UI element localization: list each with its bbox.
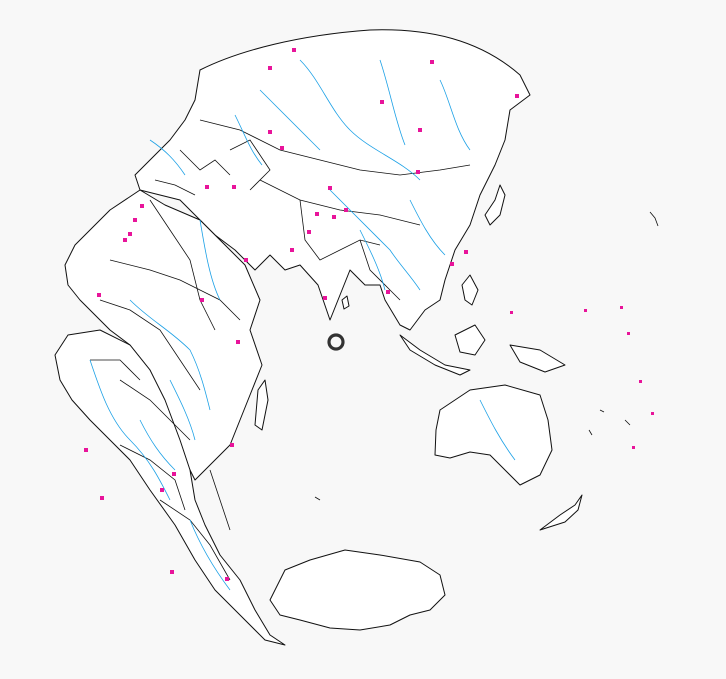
south-america-coastline — [54, 329, 286, 646]
populated-places — [84, 48, 654, 581]
madagascar-coastline — [254, 379, 269, 431]
country-borders — [90, 119, 471, 581]
rivers — [89, 59, 516, 591]
philippines-coastline — [461, 274, 479, 306]
new-guinea-coastline — [509, 344, 566, 373]
australia-coastline — [434, 384, 553, 486]
new-zealand-coastline — [539, 494, 583, 531]
center-marker[interactable] — [327, 333, 345, 351]
sri-lanka-coastline — [341, 295, 350, 310]
antarctica-coastline — [269, 549, 446, 631]
japan-coastline — [484, 184, 506, 226]
eurasia-coastline — [134, 29, 531, 331]
eurasia-africa-landmass — [54, 29, 583, 646]
pacific-islands — [314, 211, 659, 501]
borneo-coastline — [454, 324, 486, 356]
sumatra-java-coastline — [399, 334, 471, 376]
